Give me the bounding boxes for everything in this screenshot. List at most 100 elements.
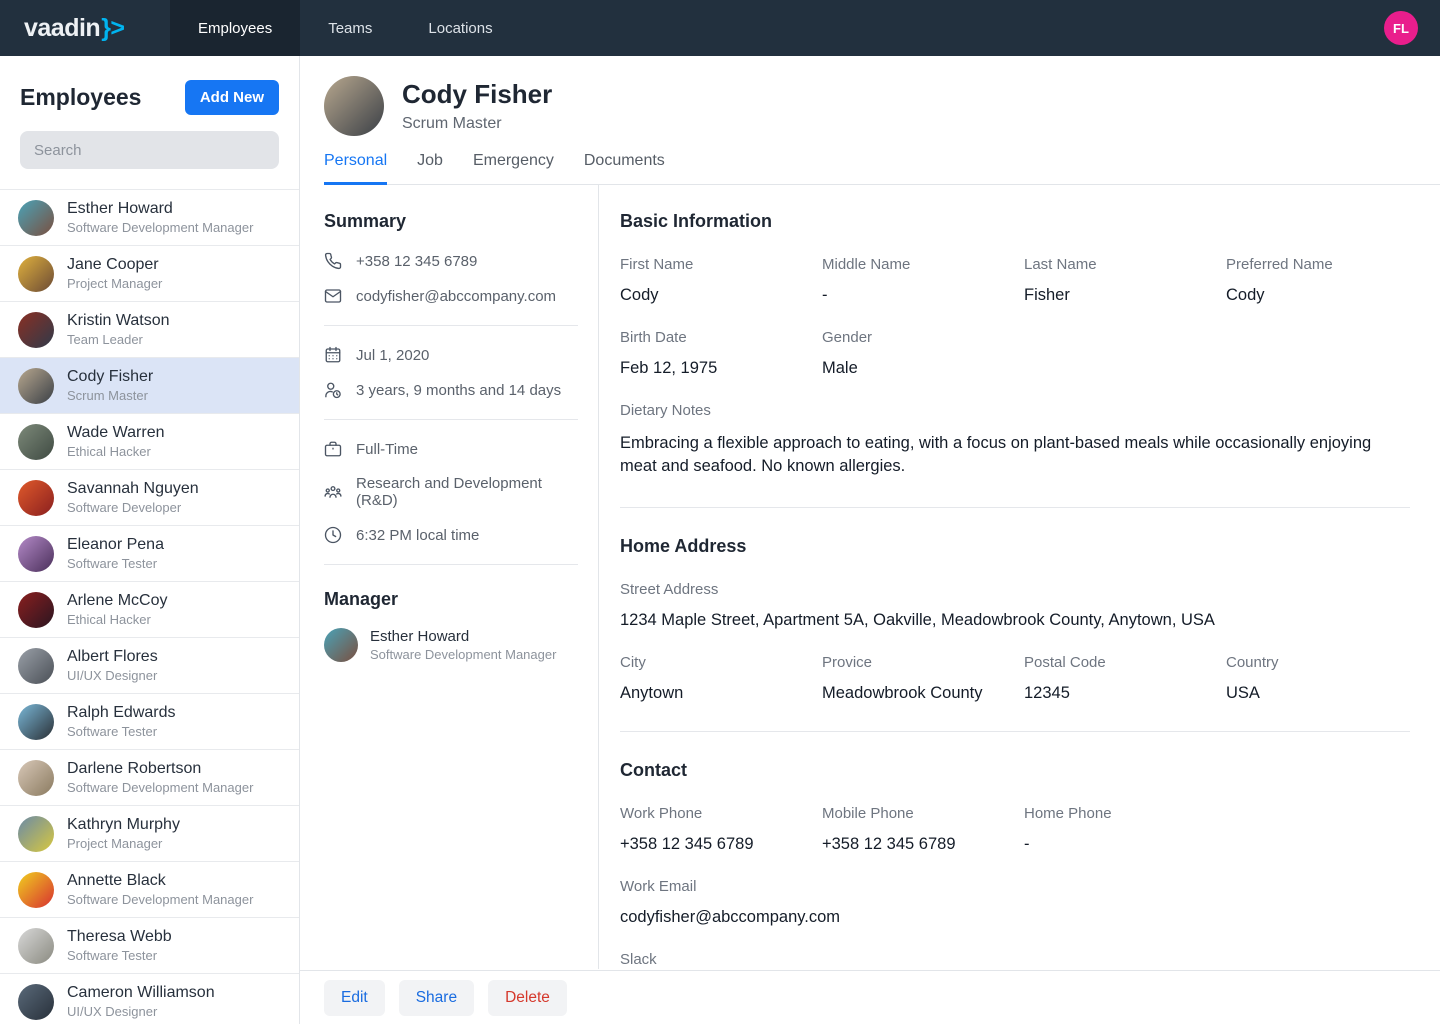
summary-email: codyfisher@abccompany.com [356,287,557,305]
profile-tabbar: Personal Job Emergency Documents [324,152,1440,185]
manager-heading: Manager [324,589,399,609]
employee-job-title: Scrum Master [67,388,148,403]
field-preferred-name: Preferred Name Cody [1226,256,1333,304]
employee-avatar [18,647,54,684]
employee-list-item[interactable]: Savannah Nguyen Software Developer [0,470,299,526]
employee-name: Annette Black [67,872,166,889]
section-divider [620,730,1410,732]
employee-name: Darlene Robertson [67,760,202,777]
briefcase-icon [324,441,342,457]
employee-avatar [18,927,54,964]
top-navbar: vaadin}> Employees Teams Locations FL [0,0,1440,56]
employee-list-item[interactable]: Darlene Robertson Software Development M… [0,750,299,806]
field-street-address: Street Address 1234 Maple Street, Apartm… [620,580,1215,629]
employee-avatar [18,255,54,292]
employee-job-title: Software Tester [67,724,158,739]
employee-sidebar: Employees Add New Esther Howard Software… [0,56,300,1024]
contact-heading: Contact [620,759,687,780]
vaadin-logo: vaadin}> [0,0,170,56]
nav-tab-teams[interactable]: Teams [328,19,373,37]
field-home-phone: Home Phone - [1024,804,1112,853]
employee-avatar [18,479,54,516]
summary-start-date-row: Jul 1, 2020 [324,346,578,364]
employee-list-item[interactable]: Kristin Watson Team Leader [0,302,299,358]
edit-button[interactable]: Edit [324,979,385,1016]
employee-job-title: Software Development Manager [67,220,254,235]
home-address-heading: Home Address [620,535,747,556]
employee-avatar [18,983,54,1020]
employee-list-item[interactable]: Albert Flores UI/UX Designer [0,638,299,694]
employee-job-title: UI/UX Designer [67,668,158,683]
employee-name: Cameron Williamson [67,984,215,1001]
field-first-name: First Name Cody [620,256,694,304]
employee-avatar [18,423,54,460]
employee-list-item[interactable]: Cameron Williamson UI/UX Designer [0,974,299,1024]
summary-email-row: codyfisher@abccompany.com [324,287,578,305]
nav-tab-locations[interactable]: Locations [428,19,493,37]
summary-divider [324,564,578,565]
summary-heading: Summary [324,211,407,231]
employee-list-item[interactable]: Eleanor Pena Software Tester [0,526,299,582]
field-province: Provice Meadowbrook County [822,653,983,702]
employee-list-item[interactable]: Ralph Edwards Software Tester [0,694,299,750]
employee-job-title: Software Development Manager [67,892,254,907]
tab-emergency[interactable]: Emergency [472,152,554,169]
field-birth-date: Birth Date Feb 12, 1975 [620,329,718,377]
employee-avatar [18,311,54,348]
manager-name: Esther Howard [370,628,470,645]
employee-name: Cody Fisher [67,368,154,385]
employee-name: Jane Cooper [67,256,159,273]
field-slack: Slack [620,950,657,968]
employee-list-item[interactable]: Theresa Webb Software Tester [0,918,299,974]
summary-employment-row: Full-Time [324,440,578,458]
employee-name: Kathryn Murphy [67,816,180,833]
summary-divider [324,325,578,326]
profile-job-title: Scrum Master [402,115,502,132]
department-icon [324,486,342,498]
employee-list-item[interactable]: Jane Cooper Project Manager [0,246,299,302]
employee-avatar [18,591,54,628]
field-dietary-notes: Dietary Notes Embracing a flexible appro… [620,402,1372,476]
employee-list-item[interactable]: Annette Black Software Development Manag… [0,862,299,918]
section-divider [620,506,1410,508]
search-input[interactable] [20,131,279,169]
delete-button[interactable]: Delete [488,979,567,1016]
logo-accent: }> [101,13,125,42]
tab-personal[interactable]: Personal [324,152,388,185]
share-button[interactable]: Share [398,979,475,1016]
employee-avatar [18,815,54,852]
field-mobile-phone: Mobile Phone +358 12 345 6789 [822,804,956,853]
tab-job[interactable]: Job [417,152,443,169]
personal-details-panel: Basic Information First Name Cody Middle… [599,185,1440,969]
employee-name: Eleanor Pena [67,536,164,553]
field-work-email: Work Email codyfisher@abccompany.com [620,877,841,926]
employee-list-item[interactable]: Cody Fisher Scrum Master [0,358,299,414]
employee-list-item[interactable]: Kathryn Murphy Project Manager [0,806,299,862]
employee-job-title: Team Leader [67,332,143,347]
nav-tab-employees[interactable]: Employees [170,0,301,56]
contact-phone-row: Work Phone +358 12 345 6789 Mobile Phone… [620,805,1410,854]
tab-documents[interactable]: Documents [583,152,665,169]
logo-text: vaadin [24,13,101,42]
employee-detail-pane: Cody Fisher Scrum Master Personal Job Em… [300,56,1440,1024]
employee-list-item[interactable]: Wade Warren Ethical Hacker [0,414,299,470]
manager-card[interactable]: Esther Howard Software Development Manag… [324,628,578,662]
field-last-name: Last Name Fisher [1024,256,1097,304]
employee-avatar [18,535,54,572]
user-avatar[interactable]: FL [1384,11,1418,45]
summary-divider [324,419,578,420]
employee-name: Kristin Watson [67,312,170,329]
employee-list-item[interactable]: Esther Howard Software Development Manag… [0,190,299,246]
employee-job-title: Software Tester [67,556,158,571]
basic-information-heading: Basic Information [620,211,773,231]
add-new-button[interactable]: Add New [184,80,279,115]
phone-icon [324,252,342,270]
tenure-icon [325,382,341,399]
employee-name: Wade Warren [67,424,165,441]
employee-list-item[interactable]: Arlene McCoy Ethical Hacker [0,582,299,638]
employee-name: Arlene McCoy [67,592,168,609]
employee-avatar [18,199,54,236]
summary-phone: +358 12 345 6789 [356,252,478,270]
employee-list: Esther Howard Software Development Manag… [0,189,299,1024]
employee-job-title: Ethical Hacker [67,612,151,627]
